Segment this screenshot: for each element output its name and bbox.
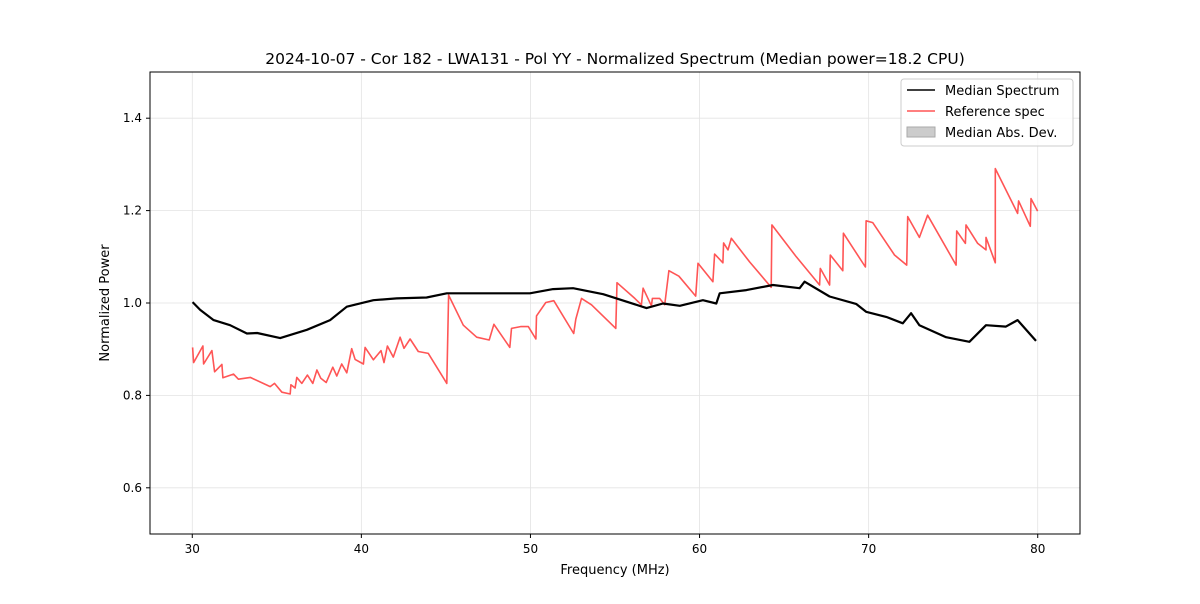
x-tick-label: 50 bbox=[523, 542, 538, 556]
x-axis-label: Frequency (MHz) bbox=[560, 563, 669, 578]
x-tick-label: 60 bbox=[692, 542, 707, 556]
y-tick-label: 1.0 bbox=[123, 296, 142, 310]
y-tick-label: 0.6 bbox=[123, 481, 142, 495]
y-tick-label: 0.8 bbox=[123, 388, 142, 402]
legend-mad-swatch bbox=[906, 126, 936, 138]
x-tick-label: 70 bbox=[861, 542, 876, 556]
legend: Median Spectrum Reference spec Median Ab… bbox=[900, 78, 1074, 147]
legend-reference-label: Reference spec bbox=[945, 105, 1045, 120]
chart-title: 2024-10-07 - Cor 182 - LWA131 - Pol YY -… bbox=[265, 50, 965, 68]
y-axis-label: Normalized Power bbox=[98, 244, 113, 362]
y-tick-label: 1.4 bbox=[123, 111, 142, 125]
reference-spec-line bbox=[191, 167, 1039, 395]
x-tick-label: 80 bbox=[1030, 542, 1045, 556]
series-layer bbox=[191, 167, 1039, 395]
median-spectrum-line bbox=[191, 280, 1037, 343]
legend-median-label: Median Spectrum bbox=[945, 84, 1059, 99]
y-tick-label: 1.2 bbox=[123, 204, 142, 218]
x-tick-label: 30 bbox=[185, 542, 200, 556]
ticks: 30 40 50 60 70 80 0.6 0.8 1.0 1.2 1.4 bbox=[123, 111, 1045, 556]
grid bbox=[150, 72, 1080, 534]
x-tick-label: 40 bbox=[354, 542, 369, 556]
legend-box bbox=[900, 78, 1074, 147]
legend-mad-label: Median Abs. Dev. bbox=[945, 126, 1057, 141]
